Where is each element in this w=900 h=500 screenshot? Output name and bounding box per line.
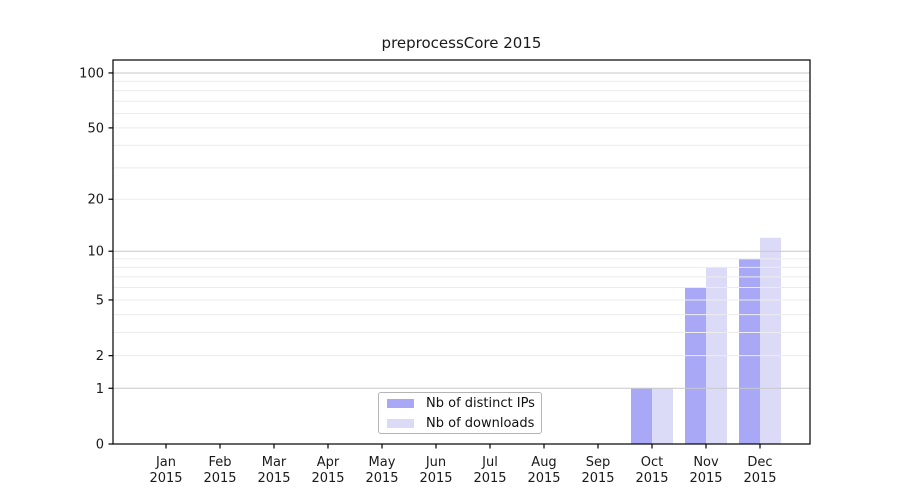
bar-distinct-ips bbox=[685, 287, 706, 444]
x-tick-label-month: Jul bbox=[481, 455, 498, 470]
bar-distinct-ips bbox=[631, 388, 652, 444]
bar-downloads bbox=[760, 237, 781, 444]
x-tick-label-month: Jun bbox=[425, 455, 446, 470]
legend: Nb of distinct IPs Nb of downloads bbox=[378, 392, 542, 434]
x-tick-label-year: 2015 bbox=[743, 471, 776, 486]
legend-swatch-distinct-ips bbox=[387, 398, 414, 408]
x-tick-label-year: 2015 bbox=[203, 471, 236, 486]
x-tick-label-month: Apr bbox=[317, 455, 340, 470]
y-tick-label: 100 bbox=[79, 66, 104, 81]
y-tick-label: 10 bbox=[87, 245, 104, 260]
y-tick-label: 5 bbox=[96, 293, 104, 308]
legend-row-distinct-ips: Nb of distinct IPs bbox=[387, 396, 541, 411]
chart-title: preprocessCore 2015 bbox=[381, 34, 542, 52]
x-tick-label-year: 2015 bbox=[257, 471, 290, 486]
x-tick-label-month: Oct bbox=[641, 455, 663, 470]
x-tick-label-month: May bbox=[369, 455, 396, 470]
x-tick-label-year: 2015 bbox=[149, 471, 182, 486]
x-tick-label-year: 2015 bbox=[527, 471, 560, 486]
x-tick-label-month: Sep bbox=[586, 455, 611, 470]
x-tick-label-month: Nov bbox=[693, 455, 719, 470]
x-tick-label-year: 2015 bbox=[311, 471, 344, 486]
x-tick-label-month: Mar bbox=[262, 455, 287, 470]
legend-label-distinct-ips: Nb of distinct IPs bbox=[426, 395, 535, 411]
bar-distinct-ips bbox=[739, 258, 760, 444]
y-tick-label: 50 bbox=[87, 121, 104, 136]
x-tick-label-month: Feb bbox=[208, 455, 231, 470]
x-tick-label-month: Dec bbox=[747, 455, 772, 470]
y-tick-label: 2 bbox=[96, 349, 104, 364]
x-tick-label-month: Aug bbox=[531, 455, 556, 470]
legend-row-downloads: Nb of downloads bbox=[387, 416, 541, 431]
x-tick-label-year: 2015 bbox=[635, 471, 668, 486]
x-tick-label-year: 2015 bbox=[473, 471, 506, 486]
x-tick-label-year: 2015 bbox=[581, 471, 614, 486]
x-tick-label-year: 2015 bbox=[365, 471, 398, 486]
y-tick-label: 1 bbox=[96, 382, 104, 397]
plot-border bbox=[112, 59, 811, 445]
x-tick-label-month: Jan bbox=[155, 455, 176, 470]
y-tick-label: 20 bbox=[87, 193, 104, 208]
bar-downloads bbox=[652, 388, 673, 444]
x-tick-label-year: 2015 bbox=[419, 471, 452, 486]
legend-swatch-downloads bbox=[387, 418, 414, 428]
x-tick-label-year: 2015 bbox=[689, 471, 722, 486]
legend-label-downloads: Nb of downloads bbox=[426, 415, 535, 431]
y-tick-label: 0 bbox=[96, 438, 104, 453]
